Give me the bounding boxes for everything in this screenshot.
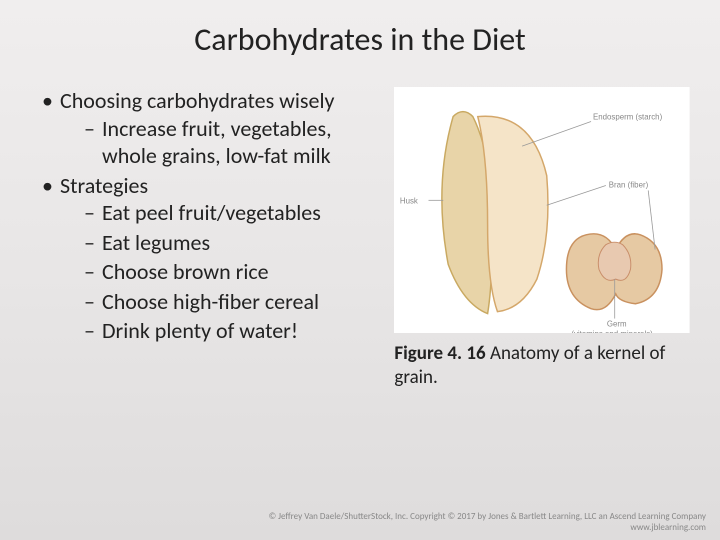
bullet-text: Choose high-fiber cereal: [102, 288, 319, 315]
bullet-text: Drink plenty of water!: [102, 317, 298, 344]
list-item: Increase fruit, vegetables, whole grains…: [84, 115, 386, 170]
bullet-list: Choosing carbohydrates wisely Increase f…: [30, 87, 386, 345]
list-item: Choose high-fiber cereal: [84, 288, 386, 316]
footer-line: www.jblearning.com: [269, 523, 706, 534]
bullet-text: Strategies: [60, 172, 148, 199]
list-item: Choosing carbohydrates wisely Increase f…: [42, 87, 386, 170]
content-row: Choosing carbohydrates wisely Increase f…: [30, 87, 690, 390]
slide: Carbohydrates in the Diet Choosing carbo…: [0, 0, 720, 400]
label-bran: Bran (fiber): [609, 181, 649, 190]
bullet-text: Choosing carbohydrates wisely: [60, 87, 334, 114]
grain-figure: Husk Endosperm (starch) Bran (fiber) Ger…: [394, 87, 690, 338]
list-item: Strategies Eat peel fruit/vegetables Eat…: [42, 172, 386, 345]
slide-title: Carbohydrates in the Diet: [30, 20, 690, 59]
grain-diagram-svg: Husk Endosperm (starch) Bran (fiber) Ger…: [394, 87, 690, 333]
list-item: Eat peel fruit/vegetables: [84, 199, 386, 227]
list-item: Drink plenty of water!: [84, 317, 386, 345]
bullet-text: Choose brown rice: [102, 258, 269, 285]
list-item: Choose brown rice: [84, 258, 386, 286]
label-husk: Husk: [400, 196, 418, 205]
figure-column: Husk Endosperm (starch) Bran (fiber) Ger…: [394, 87, 690, 390]
caption-bold: Figure 4. 16: [394, 342, 485, 365]
list-item: Eat legumes: [84, 229, 386, 257]
bullet-text: Eat legumes: [102, 229, 210, 256]
figure-caption: Figure 4. 16 Anatomy of a kernel of grai…: [394, 342, 690, 390]
bullet-text: Increase fruit, vegetables, whole grains…: [102, 115, 332, 170]
copyright-footer: © Jeffrey Van Daele/ShutterStock, Inc. C…: [269, 512, 706, 534]
bullet-column: Choosing carbohydrates wisely Increase f…: [30, 87, 386, 390]
label-endosperm: Endosperm (starch): [593, 113, 663, 122]
bullet-text: Eat peel fruit/vegetables: [102, 199, 321, 226]
